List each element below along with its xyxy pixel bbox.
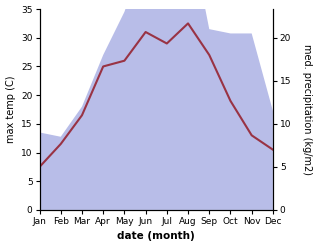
X-axis label: date (month): date (month) xyxy=(117,231,195,242)
Y-axis label: max temp (C): max temp (C) xyxy=(5,76,16,143)
Y-axis label: med. precipitation (kg/m2): med. precipitation (kg/m2) xyxy=(302,44,313,175)
